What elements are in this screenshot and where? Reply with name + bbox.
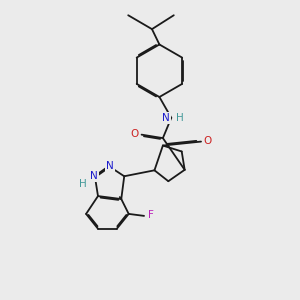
Text: O: O [130, 129, 139, 139]
Text: N: N [90, 171, 98, 181]
Text: N: N [106, 161, 114, 171]
Text: H: H [79, 179, 87, 189]
Text: H: H [176, 113, 184, 123]
Text: F: F [148, 210, 153, 220]
Text: O: O [204, 136, 212, 146]
Text: N: N [162, 113, 170, 123]
